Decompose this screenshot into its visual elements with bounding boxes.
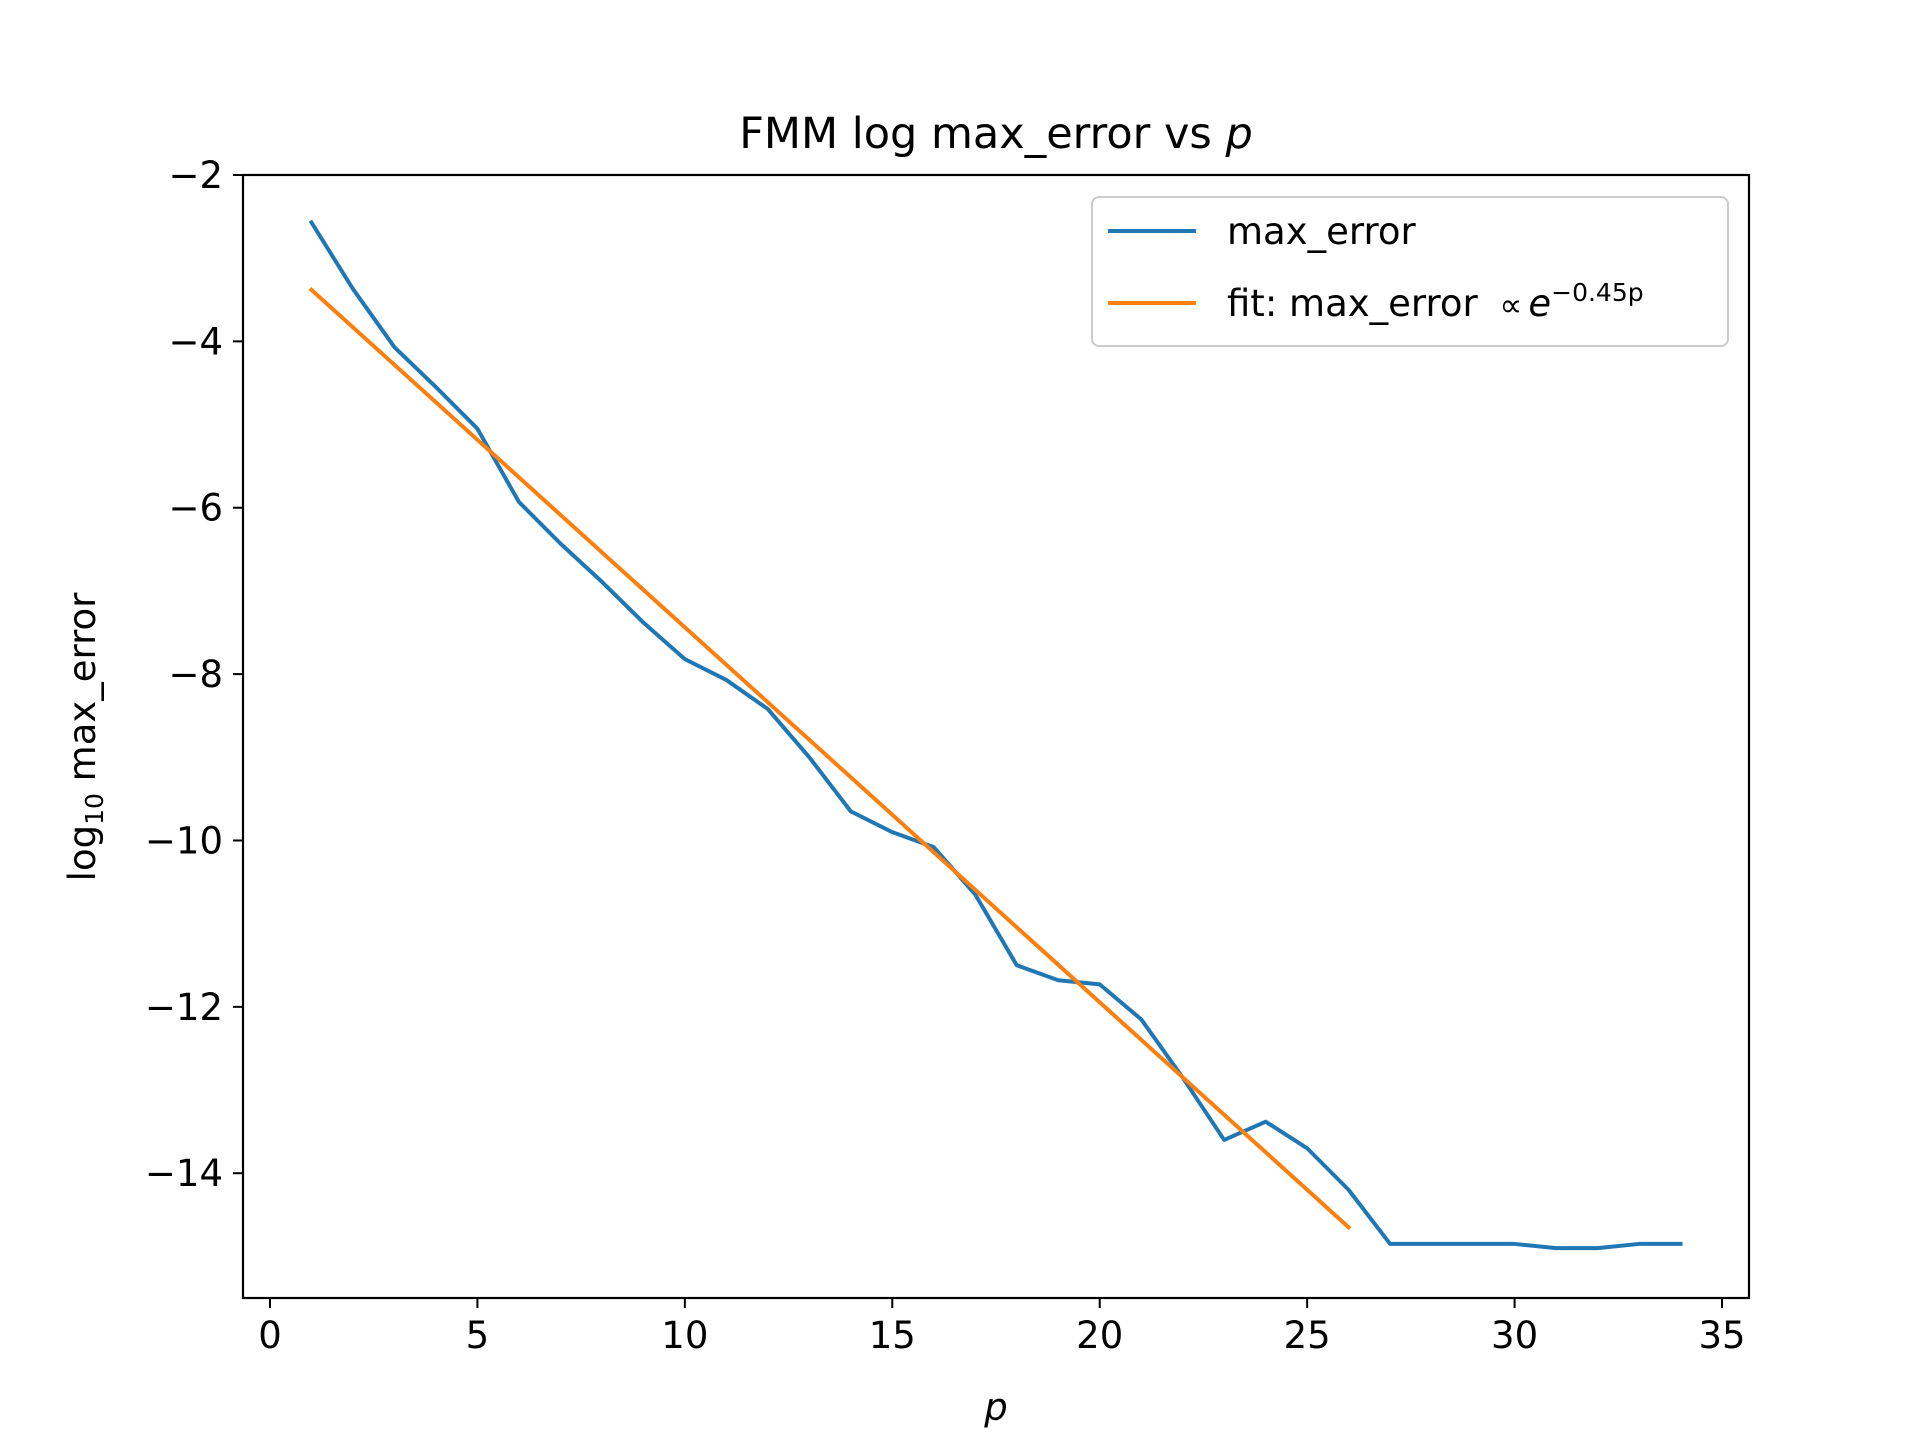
x-ticks: 0 5 10 15 20 25 30 35	[258, 1298, 1746, 1357]
y-tick-label: −12	[145, 986, 223, 1029]
y-axis-label: log10 max_error	[61, 592, 109, 881]
series-layer	[308, 219, 1683, 1251]
x-axis-label: p	[983, 1386, 1008, 1429]
legend: max_error fit: max_error ∝ e−0.45p	[1091, 196, 1729, 347]
series-line-fit	[308, 286, 1352, 1231]
chart-title: FMM log max_error vs p	[739, 109, 1253, 159]
y-tick-label: −14	[145, 1152, 223, 1195]
y-tick-label: −2	[168, 154, 223, 197]
x-tick-label: 0	[258, 1314, 282, 1357]
x-tick-label: 10	[661, 1314, 708, 1357]
x-tick-label: 15	[869, 1314, 916, 1357]
x-tick-label: 25	[1284, 1314, 1331, 1357]
legend-label-fit: fit: max_error ∝ e−0.45p	[1227, 278, 1644, 325]
series-line-max-error	[308, 219, 1683, 1251]
x-tick-label: 35	[1698, 1314, 1745, 1357]
y-tick-label: −10	[145, 819, 223, 862]
y-ticks: −2 −4 −6 −8 −10 −12 −14	[145, 154, 243, 1195]
y-tick-label: −6	[168, 487, 223, 530]
axes-frame	[241, 173, 1751, 1300]
x-tick-label: 20	[1076, 1314, 1123, 1357]
legend-label-max-error: max_error	[1227, 210, 1416, 253]
x-tick-label: 30	[1491, 1314, 1538, 1357]
plot-area	[243, 175, 1749, 1298]
y-tick-label: −4	[168, 320, 223, 363]
x-tick-label: 5	[466, 1314, 490, 1357]
legend-box	[1091, 196, 1729, 347]
y-tick-label: −8	[168, 653, 223, 696]
